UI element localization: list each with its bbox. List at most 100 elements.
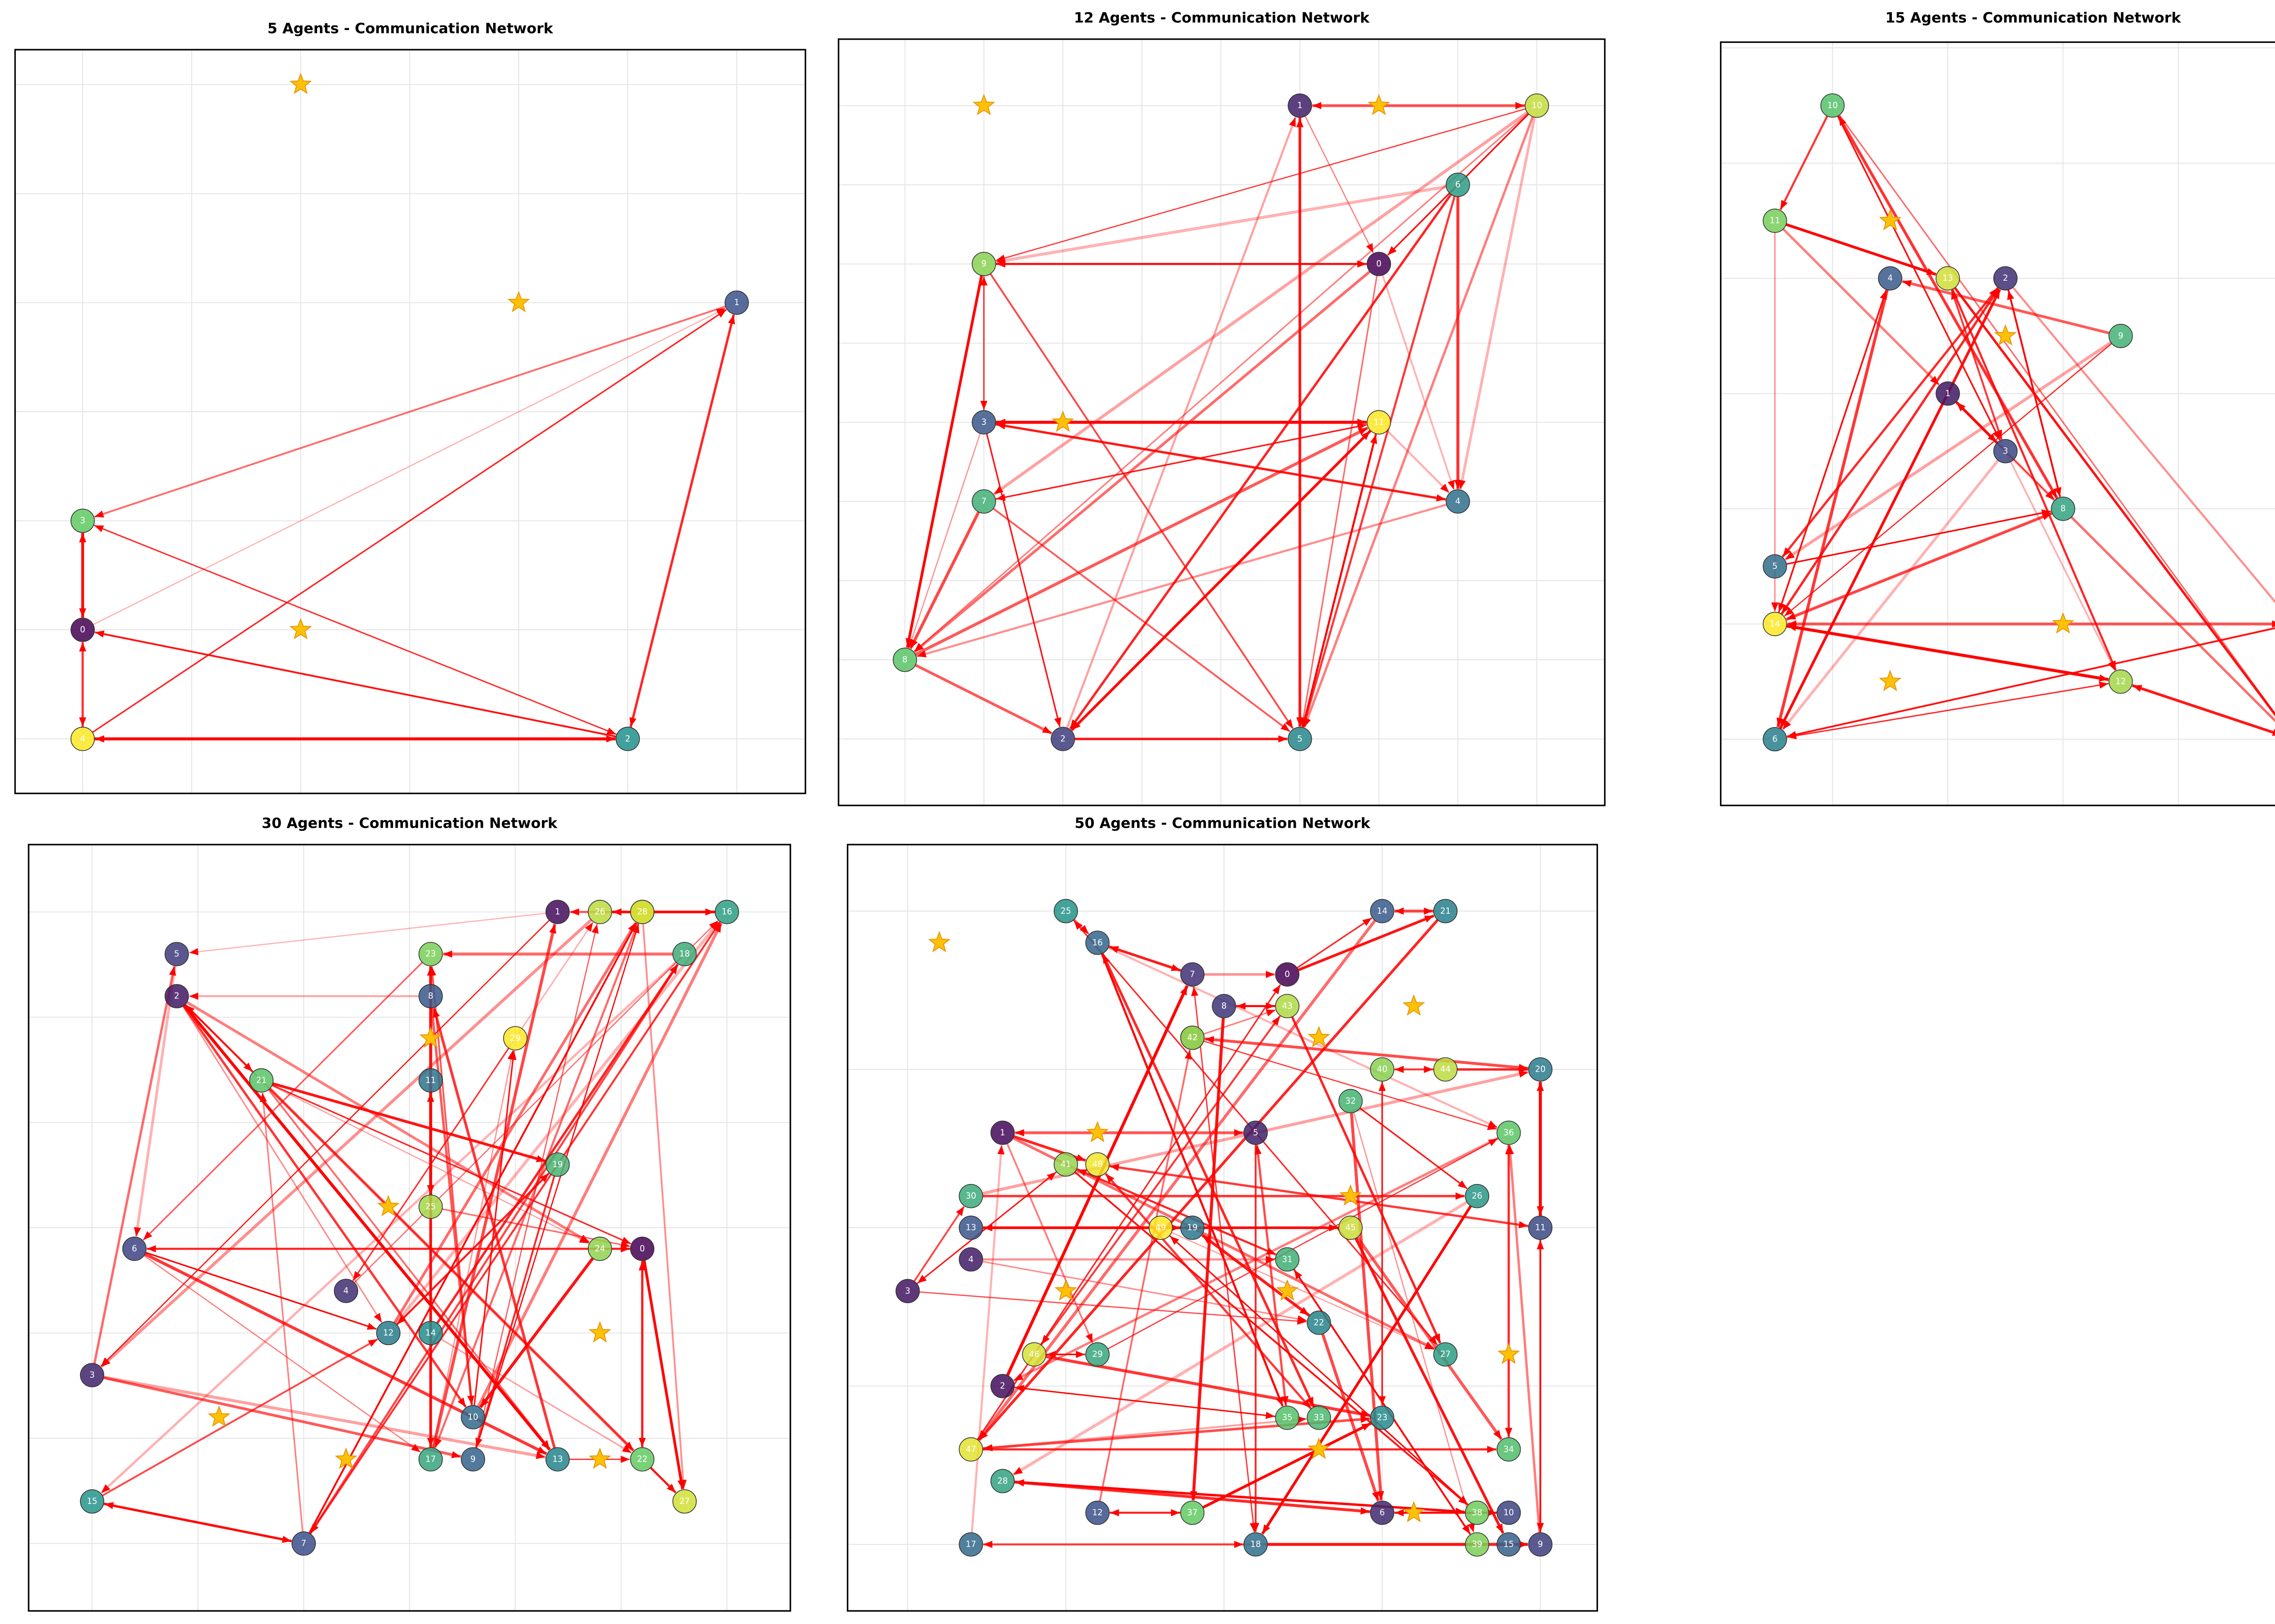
chart-title: 30 Agents - Communication Network [262,815,558,832]
node [1763,208,1787,233]
node-label: 41 [1061,1159,1071,1169]
node [959,1184,983,1209]
node-label: 9 [1538,1540,1543,1549]
edge [182,1006,383,1323]
node-label: 3 [981,418,987,427]
node-label: 14 [1769,619,1780,629]
edge [183,1004,551,1451]
edge [1302,196,1456,728]
node-label: 26 [1472,1191,1482,1201]
node-label: 15 [87,1497,97,1506]
node [1180,1500,1205,1525]
edge [93,308,726,625]
node-label: 19 [552,1160,563,1169]
edge [440,1338,632,1454]
edge [1066,117,1297,729]
target [207,1405,231,1427]
node [1288,93,1312,118]
node-label: 48 [1092,1159,1102,1169]
node [418,1068,443,1093]
node-label: 8 [902,655,908,664]
edge [259,1093,303,1532]
node [1275,1406,1299,1430]
edge [1171,1232,1435,1350]
node [376,1320,401,1346]
node-label: 2 [2003,273,2008,283]
node [1763,612,1787,636]
node [545,1152,570,1177]
node [1763,554,1787,579]
edge [94,525,617,735]
edge [915,663,1052,735]
edge [2012,287,2275,603]
edge [1303,116,1534,728]
edge [1386,430,1450,494]
edge [1786,681,2108,738]
edge [1784,341,2112,561]
node-label: 11 [1535,1223,1546,1233]
edge [477,922,723,1407]
node-label: 32 [1345,1096,1356,1106]
edge [1359,1107,1468,1189]
target [1879,209,1901,231]
node [1496,1120,1521,1145]
edge [629,314,735,728]
node [418,1320,443,1346]
node-label: 12 [1092,1508,1102,1518]
node-label: 28 [637,907,647,917]
node [249,1068,274,1093]
edge [919,1291,1307,1325]
node [587,1236,612,1261]
edge [1839,114,2275,715]
plot-frame [847,844,1598,1612]
node [724,290,749,315]
edge [186,1001,590,1244]
node-label: 11 [425,1076,436,1085]
node-label: 11 [1769,216,1780,226]
node-label: 4 [1455,497,1461,506]
node [1993,439,2018,464]
node [1307,1406,1331,1430]
node-label: 1 [734,298,739,308]
panel: 12 Agents - Communication Network 0 1 2 3 4 5 6… [838,10,1606,806]
node [714,900,739,924]
node [990,1374,1015,1398]
plot-frame [28,844,791,1612]
node-label: 10 [1532,101,1542,111]
node-label: 5 [1253,1128,1259,1138]
edge [1781,287,2000,614]
node-label: 13 [966,1223,976,1233]
edge [1077,1168,1277,1256]
node-label: 16 [1092,938,1102,947]
node [1528,1215,1552,1240]
node [1433,1057,1458,1082]
node [895,1279,920,1303]
node [122,1236,147,1261]
edge [1356,1236,1503,1440]
edge [182,1005,467,1408]
node-label: 26 [595,907,605,917]
edge [432,924,556,1448]
node-label: 37 [1187,1508,1198,1518]
edge [1015,1385,1276,1417]
node [1528,1532,1552,1557]
node [80,1489,105,1514]
node-label: 5 [174,949,180,959]
edge [996,424,1368,501]
edge [1190,1017,1225,1501]
edge [1353,1112,1475,1533]
edge [143,1255,421,1453]
node-label: 8 [1221,1002,1227,1011]
edge [1069,193,1452,730]
node [1085,1152,1110,1177]
node [1275,962,1299,987]
target [1054,1279,1077,1301]
node [1496,1532,1521,1557]
edge [1458,116,1536,490]
node [545,900,570,924]
edge [145,1251,377,1330]
edge [990,273,1294,729]
node [1936,381,1960,406]
edge [92,309,727,733]
